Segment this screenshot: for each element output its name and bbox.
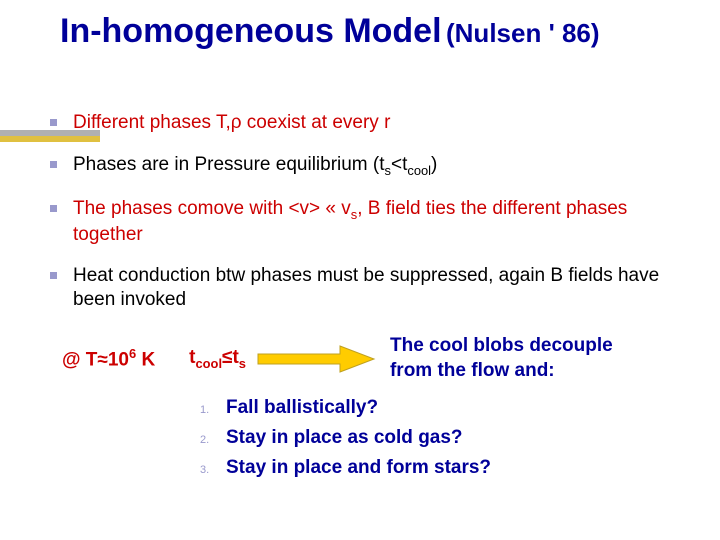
numbered-item: 3. Stay in place and form stars? [200, 457, 720, 479]
bullet-item: The phases comove with <v> « vs, B field… [50, 197, 690, 247]
title-main: In-homogeneous Model [60, 12, 442, 50]
result-line-2: from the flow and: [390, 360, 555, 381]
condition-result: The cool blobs decouple from the flow an… [390, 334, 613, 383]
bullet-item: Phases are in Pressure equilibrium (ts<t… [50, 153, 690, 179]
bullet-marker [50, 272, 57, 279]
numbered-text: Stay in place as cold gas? [226, 427, 463, 449]
bullet-marker [50, 205, 57, 212]
bullet-item: Different phases T,ρ coexist at every r [50, 111, 690, 135]
bullet-text: Heat conduction btw phases must be suppr… [73, 264, 690, 312]
numbered-index: 3. [200, 464, 226, 476]
bullet-list: Different phases T,ρ coexist at every r … [0, 51, 720, 312]
numbered-text: Fall ballistically? [226, 397, 378, 419]
condition-line: @ T≈106 K tcool≤ts The cool blobs decoup… [0, 330, 720, 383]
bullet-item: Heat conduction btw phases must be suppr… [50, 264, 690, 312]
numbered-index: 1. [200, 404, 226, 416]
title-citation: (Nulsen ' 86) [446, 18, 600, 48]
numbered-list: 1. Fall ballistically? 2. Stay in place … [0, 383, 720, 479]
bullet-text: Different phases T,ρ coexist at every r [73, 111, 390, 135]
numbered-item: 2. Stay in place as cold gas? [200, 427, 720, 449]
numbered-index: 2. [200, 434, 226, 446]
numbered-text: Stay in place and form stars? [226, 457, 491, 479]
arrow-shape [258, 346, 374, 372]
divider-bottom [0, 136, 100, 142]
bullet-text: Phases are in Pressure equilibrium (ts<t… [73, 153, 437, 179]
bullet-text: The phases comove with <v> « vs, B field… [73, 197, 690, 247]
arrow-icon [256, 344, 376, 374]
slide-title: In-homogeneous Model (Nulsen ' 86) [0, 0, 720, 51]
bullet-marker [50, 161, 57, 168]
bullet-marker [50, 119, 57, 126]
result-line-1: The cool blobs decouple [390, 335, 613, 356]
numbered-item: 1. Fall ballistically? [200, 397, 720, 419]
condition-temperature: @ T≈106 K [62, 346, 155, 371]
condition-inequality: tcool≤ts [189, 347, 246, 371]
